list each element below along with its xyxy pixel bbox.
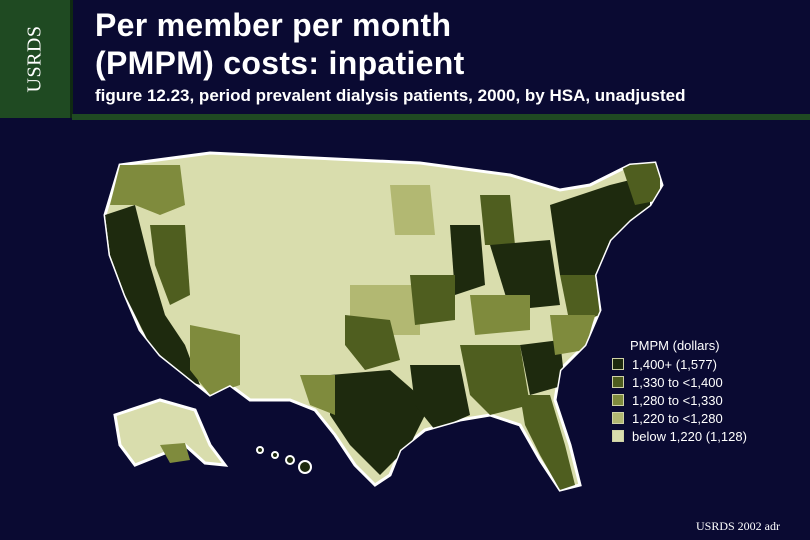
region-new-england xyxy=(620,160,660,205)
region-kentucky xyxy=(470,295,530,335)
footer-source: USRDS 2002 adr xyxy=(695,519,780,533)
region-new-mexico xyxy=(250,335,300,385)
us-choropleth-map xyxy=(103,151,664,492)
hawaii xyxy=(256,446,312,474)
legend-label: below 1,220 (1,128) xyxy=(632,428,747,444)
region-minnesota xyxy=(390,185,435,235)
legend-swatch xyxy=(612,394,624,406)
legend-item: 1,280 to <1,330 xyxy=(612,391,747,409)
legend-swatch xyxy=(612,430,624,442)
legend-label: 1,400+ (1,577) xyxy=(632,356,717,372)
title-line-2: (PMPM) costs: inpatient xyxy=(95,45,465,81)
legend-item: 1,330 to <1,400 xyxy=(612,373,747,391)
region-pacific-nw xyxy=(110,165,185,215)
legend-label: 1,330 to <1,400 xyxy=(632,374,723,390)
region-west-coast xyxy=(105,205,200,385)
page-subtitle: figure 12.23, period prevalent dialysis … xyxy=(95,86,686,105)
header-rule xyxy=(72,114,810,120)
page-title: Per member per month (PMPM) costs: inpat… xyxy=(95,6,795,82)
region-northeast xyxy=(550,175,650,275)
legend-swatch xyxy=(612,358,624,370)
header: USRDS Per member per month (PMPM) costs:… xyxy=(0,0,810,120)
legend-title: PMPM (dollars) xyxy=(630,338,720,353)
legend-swatch xyxy=(612,376,624,388)
legend-label: 1,220 to <1,280 xyxy=(632,410,723,426)
map-legend: PMPM (dollars) 1,400+ (1,577) 1,330 to <… xyxy=(612,338,747,445)
legend-item: below 1,220 (1,128) xyxy=(612,427,747,445)
region-texas-west xyxy=(300,375,335,415)
region-louisiana xyxy=(410,365,470,430)
legend-label: 1,280 to <1,330 xyxy=(632,392,723,408)
region-michigan xyxy=(480,195,515,245)
region-illinois xyxy=(450,225,485,295)
alaska xyxy=(113,398,229,467)
alaska-south xyxy=(160,443,190,463)
legend-item: 1,400+ (1,577) xyxy=(612,355,747,373)
legend-swatch xyxy=(612,412,624,424)
region-arizona xyxy=(190,325,240,395)
title-line-1: Per member per month xyxy=(95,7,452,43)
region-oklahoma xyxy=(345,315,400,370)
region-ohio-valley xyxy=(490,240,560,310)
side-label: USRDS xyxy=(23,25,46,93)
region-florida xyxy=(520,395,575,490)
region-missouri xyxy=(410,275,455,325)
legend-item: 1,220 to <1,280 xyxy=(612,409,747,427)
region-colorado xyxy=(260,275,320,320)
region-deep-south xyxy=(460,345,530,415)
region-mid-atlantic xyxy=(560,275,600,325)
region-georgia xyxy=(520,340,565,395)
region-nevada xyxy=(150,225,190,305)
region-carolinas xyxy=(550,315,595,355)
side-tab: USRDS xyxy=(0,0,73,118)
